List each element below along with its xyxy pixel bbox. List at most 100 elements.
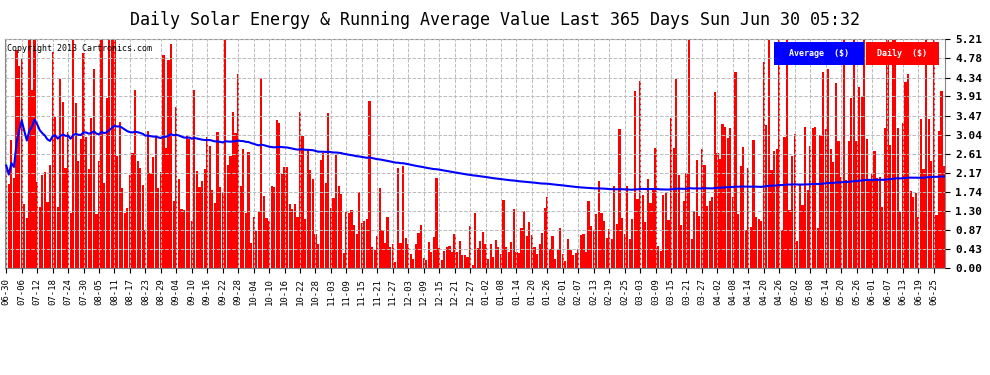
Bar [461,255,463,268]
Bar [268,221,270,268]
Bar [884,128,886,268]
Bar [619,129,621,268]
Bar [262,196,265,268]
Bar [500,254,502,268]
Bar [539,244,541,268]
Bar [685,174,688,268]
Bar [542,232,544,268]
Bar [157,188,159,268]
Bar [742,147,744,268]
Bar [577,249,579,268]
Bar [881,207,883,268]
Bar [245,213,247,268]
Bar [531,235,533,268]
Bar [423,258,425,268]
Bar [667,220,669,268]
Bar [204,168,206,268]
Bar [866,139,868,268]
Bar [129,176,131,268]
Bar [288,204,291,268]
Bar [574,254,577,268]
Bar [639,81,642,268]
Bar [664,192,667,268]
Bar [608,229,610,268]
Bar [572,255,574,268]
Bar [651,189,654,268]
Bar [444,251,446,268]
Bar [923,169,925,268]
Bar [835,83,837,268]
Bar [95,214,98,268]
Bar [899,212,902,268]
Bar [931,161,933,268]
Bar [482,232,484,268]
Bar [249,243,252,268]
Bar [852,39,855,268]
Bar [222,192,224,268]
Bar [389,247,391,268]
Bar [561,254,564,268]
Bar [302,136,304,268]
Bar [873,151,876,268]
Bar [51,52,53,268]
Bar [616,224,618,268]
Bar [64,168,66,268]
Bar [804,127,806,268]
Bar [98,162,100,268]
Bar [722,124,724,268]
Bar [152,157,154,268]
Bar [892,39,894,268]
Bar [794,134,796,268]
Bar [121,188,124,268]
Bar [587,201,590,268]
Bar [317,244,319,268]
Bar [556,249,558,268]
Bar [358,192,360,268]
Bar [490,244,492,268]
Bar [678,175,680,268]
Bar [654,148,656,268]
Bar [82,53,84,268]
Bar [830,149,832,268]
Bar [762,62,765,268]
Bar [463,255,466,268]
Bar [309,170,312,268]
Bar [386,217,389,268]
Bar [149,173,151,268]
Bar [275,120,278,268]
Bar [343,253,345,268]
Bar [172,201,175,268]
Bar [637,200,639,268]
Bar [897,128,899,268]
Bar [799,184,801,268]
Bar [248,152,249,268]
Bar [503,201,505,268]
Bar [103,183,105,268]
Bar [312,179,314,268]
Bar [928,119,930,268]
Bar [13,178,15,268]
Bar [495,240,497,268]
Bar [479,241,481,268]
Bar [548,249,551,268]
Bar [814,128,817,268]
Bar [590,226,592,268]
Bar [425,260,428,268]
Bar [178,178,180,268]
Bar [840,177,842,268]
Bar [381,230,383,268]
Bar [224,39,227,268]
Bar [603,221,605,268]
Bar [209,146,211,268]
Bar [876,178,878,268]
Bar [825,129,827,268]
Bar [809,146,811,268]
Bar [18,66,20,268]
Bar [61,102,64,268]
Bar [328,113,330,268]
Bar [47,202,49,268]
Bar [201,180,203,268]
Bar [711,197,714,268]
Bar [31,90,33,268]
Bar [453,234,455,268]
